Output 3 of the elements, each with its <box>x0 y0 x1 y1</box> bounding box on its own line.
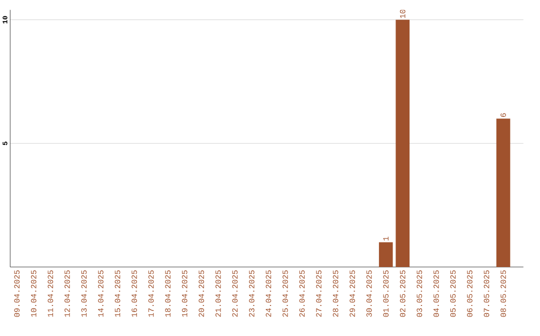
bar <box>496 118 510 267</box>
bar <box>378 242 393 267</box>
bar <box>396 20 410 267</box>
